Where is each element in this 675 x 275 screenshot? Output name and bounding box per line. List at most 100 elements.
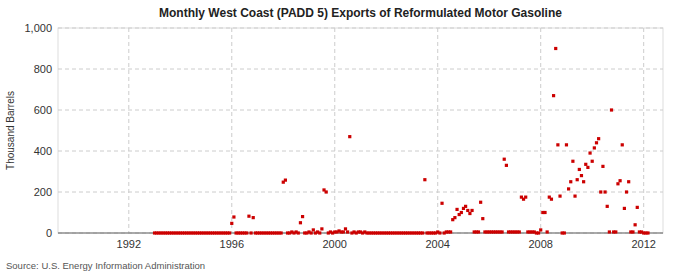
x-tick-label: 2008	[528, 238, 552, 250]
point	[616, 182, 619, 185]
point	[466, 209, 469, 212]
y-grid-line	[58, 69, 663, 70]
point	[599, 190, 602, 193]
point	[569, 180, 572, 183]
point	[438, 231, 441, 234]
x-grid-line	[540, 28, 541, 233]
x-tick-label: 2004	[425, 238, 449, 250]
point	[578, 168, 581, 171]
point	[348, 135, 351, 138]
point	[636, 206, 639, 209]
point	[301, 215, 304, 218]
point	[618, 179, 621, 182]
point	[245, 231, 248, 234]
point	[621, 143, 624, 146]
y-grid-line	[58, 151, 663, 152]
grid	[58, 28, 663, 233]
x-tick-label: 1992	[117, 238, 141, 250]
point	[346, 230, 349, 233]
point	[588, 151, 591, 154]
x-tick-label: 2000	[323, 238, 347, 250]
axis-labels: 02004006008001,0001992199620002004200820…	[24, 22, 655, 250]
point	[455, 208, 458, 211]
x-tick-label: 1996	[220, 238, 244, 250]
x-grid-line	[643, 28, 644, 233]
point	[252, 216, 255, 219]
point	[280, 231, 283, 234]
source: Source: U.S. Energy Information Administ…	[6, 260, 205, 271]
y-tick-label: 800	[34, 63, 52, 75]
y-tick-label: 0	[46, 227, 52, 239]
point	[440, 202, 443, 205]
point	[247, 215, 250, 218]
y-grid-line	[58, 110, 663, 111]
y-tick-label: 600	[34, 104, 52, 116]
y-grid-line	[58, 192, 663, 193]
point	[595, 141, 598, 144]
point	[297, 231, 300, 234]
point	[614, 230, 617, 233]
point	[552, 94, 555, 97]
point	[576, 178, 579, 181]
y-tick-label: 1,000	[24, 22, 52, 34]
x-grid-line	[437, 28, 438, 233]
plot-frame	[58, 28, 663, 233]
point	[563, 231, 566, 234]
point	[468, 212, 471, 215]
point	[537, 231, 540, 234]
point	[453, 216, 456, 219]
y-axis-label: Thousand Barrels	[5, 91, 16, 170]
point	[318, 231, 321, 234]
point	[503, 158, 506, 161]
y-grid-line	[58, 28, 663, 29]
point	[567, 187, 570, 190]
chart: 02004006008001,0001992199620002004200820…	[0, 0, 675, 275]
point	[518, 230, 521, 233]
point	[586, 166, 589, 169]
points	[153, 47, 650, 235]
point	[479, 201, 482, 204]
point	[230, 222, 233, 225]
point	[342, 230, 345, 233]
y-tick-label: 400	[34, 145, 52, 157]
point	[625, 190, 628, 193]
point	[325, 190, 328, 193]
point	[477, 230, 480, 233]
point	[582, 180, 585, 183]
point	[481, 217, 484, 220]
point	[571, 160, 574, 163]
point	[623, 207, 626, 210]
point	[546, 230, 549, 233]
point	[550, 198, 553, 201]
point	[449, 230, 452, 233]
x-grid-line	[334, 28, 335, 233]
point	[284, 179, 287, 182]
point	[312, 228, 315, 231]
point	[580, 174, 583, 177]
point	[543, 211, 546, 214]
point	[558, 195, 561, 198]
point	[631, 230, 634, 233]
point	[601, 165, 604, 168]
x-tick-label: 2012	[631, 238, 655, 250]
point	[646, 231, 649, 234]
point	[573, 195, 576, 198]
point	[423, 178, 426, 181]
point	[470, 209, 473, 212]
point	[299, 221, 302, 224]
page: {"chart_data": { "type": "scatter", "tit…	[0, 0, 675, 275]
point	[320, 227, 323, 230]
point	[505, 164, 508, 167]
point	[608, 230, 611, 233]
x-grid-line	[128, 28, 129, 233]
point	[249, 231, 252, 234]
point	[603, 190, 606, 193]
point	[500, 230, 503, 233]
point	[584, 163, 587, 166]
point	[524, 196, 527, 199]
point	[460, 211, 463, 214]
x-grid-line	[231, 28, 232, 233]
point	[597, 137, 600, 140]
point	[627, 180, 630, 183]
point	[344, 227, 347, 230]
